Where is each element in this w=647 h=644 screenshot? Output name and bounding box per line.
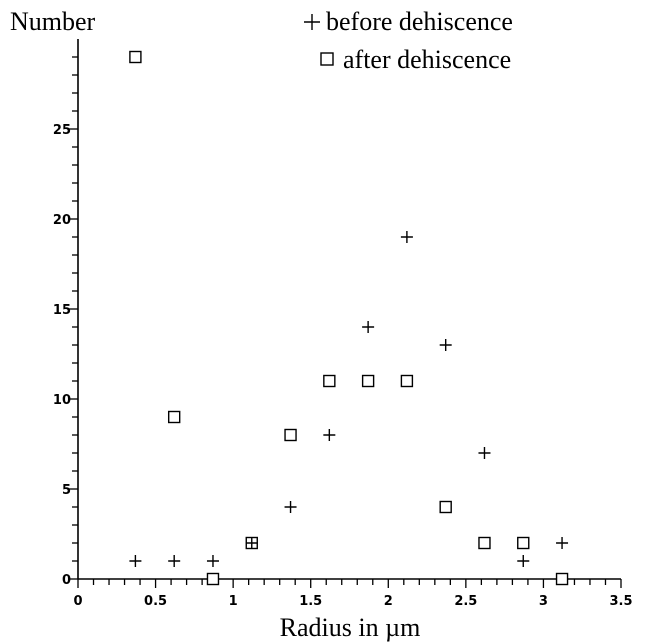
point-after-dehiscence	[284, 428, 297, 442]
point-after-dehiscence	[555, 572, 569, 586]
x-tick-label: 3	[539, 594, 548, 609]
point-before-dehiscence	[517, 555, 530, 567]
y-tick-label: 10	[53, 393, 71, 408]
point-before-dehiscence	[439, 339, 452, 351]
point-after-dehiscence	[206, 572, 220, 586]
point-before-dehiscence	[478, 447, 491, 459]
point-before-dehiscence	[362, 321, 375, 333]
x-ticks: 0 0.5 1 1.5 2 2.5 3 3.5	[73, 579, 633, 609]
x-tick-label: 0.5	[144, 594, 167, 609]
x-axis-label: Radius in µm	[280, 613, 421, 642]
point-before-dehiscence	[556, 537, 569, 549]
plot-area	[129, 50, 569, 586]
point-after-dehiscence	[129, 50, 142, 64]
point-before-dehiscence	[400, 231, 413, 243]
legend-label-before: before dehiscence	[326, 7, 513, 36]
legend-square-marker	[320, 52, 334, 66]
y-tick-label: 5	[62, 483, 71, 498]
x-tick-label: 1	[229, 594, 238, 609]
y-tick-label: 15	[53, 303, 71, 318]
point-after-dehiscence	[439, 500, 452, 514]
y-axis-label: Number	[10, 7, 96, 36]
point-after-dehiscence	[361, 374, 375, 388]
point-after-dehiscence	[400, 374, 414, 388]
x-tick-label: 1.5	[299, 594, 322, 609]
x-tick-label: 2.5	[454, 594, 477, 609]
point-before-dehiscence	[168, 555, 181, 567]
y-tick-label: 25	[53, 123, 71, 138]
x-tick-label: 2	[384, 594, 393, 609]
legend-label-after: after dehiscence	[343, 45, 511, 74]
point-before-dehiscence	[245, 537, 258, 549]
legend-plus-marker	[304, 14, 320, 30]
point-before-dehiscence	[323, 429, 336, 441]
point-before-dehiscence	[129, 555, 142, 567]
point-after-dehiscence	[517, 536, 530, 550]
axes	[77, 39, 621, 580]
x-tick-label: 3.5	[609, 594, 632, 609]
point-after-dehiscence	[323, 374, 336, 388]
y-tick-label: 20	[53, 213, 71, 228]
y-ticks: 0 5 10 15 20 25	[53, 56, 78, 588]
legend: before dehiscence after dehiscence	[304, 7, 513, 74]
point-after-dehiscence	[167, 410, 181, 424]
y-tick-label: 0	[62, 573, 71, 588]
legend-item-before: before dehiscence	[304, 7, 513, 36]
legend-item-after: after dehiscence	[320, 45, 511, 74]
point-before-dehiscence	[284, 501, 297, 513]
point-after-dehiscence	[478, 536, 491, 550]
x-tick-label: 0	[73, 594, 82, 609]
point-before-dehiscence	[206, 555, 219, 567]
